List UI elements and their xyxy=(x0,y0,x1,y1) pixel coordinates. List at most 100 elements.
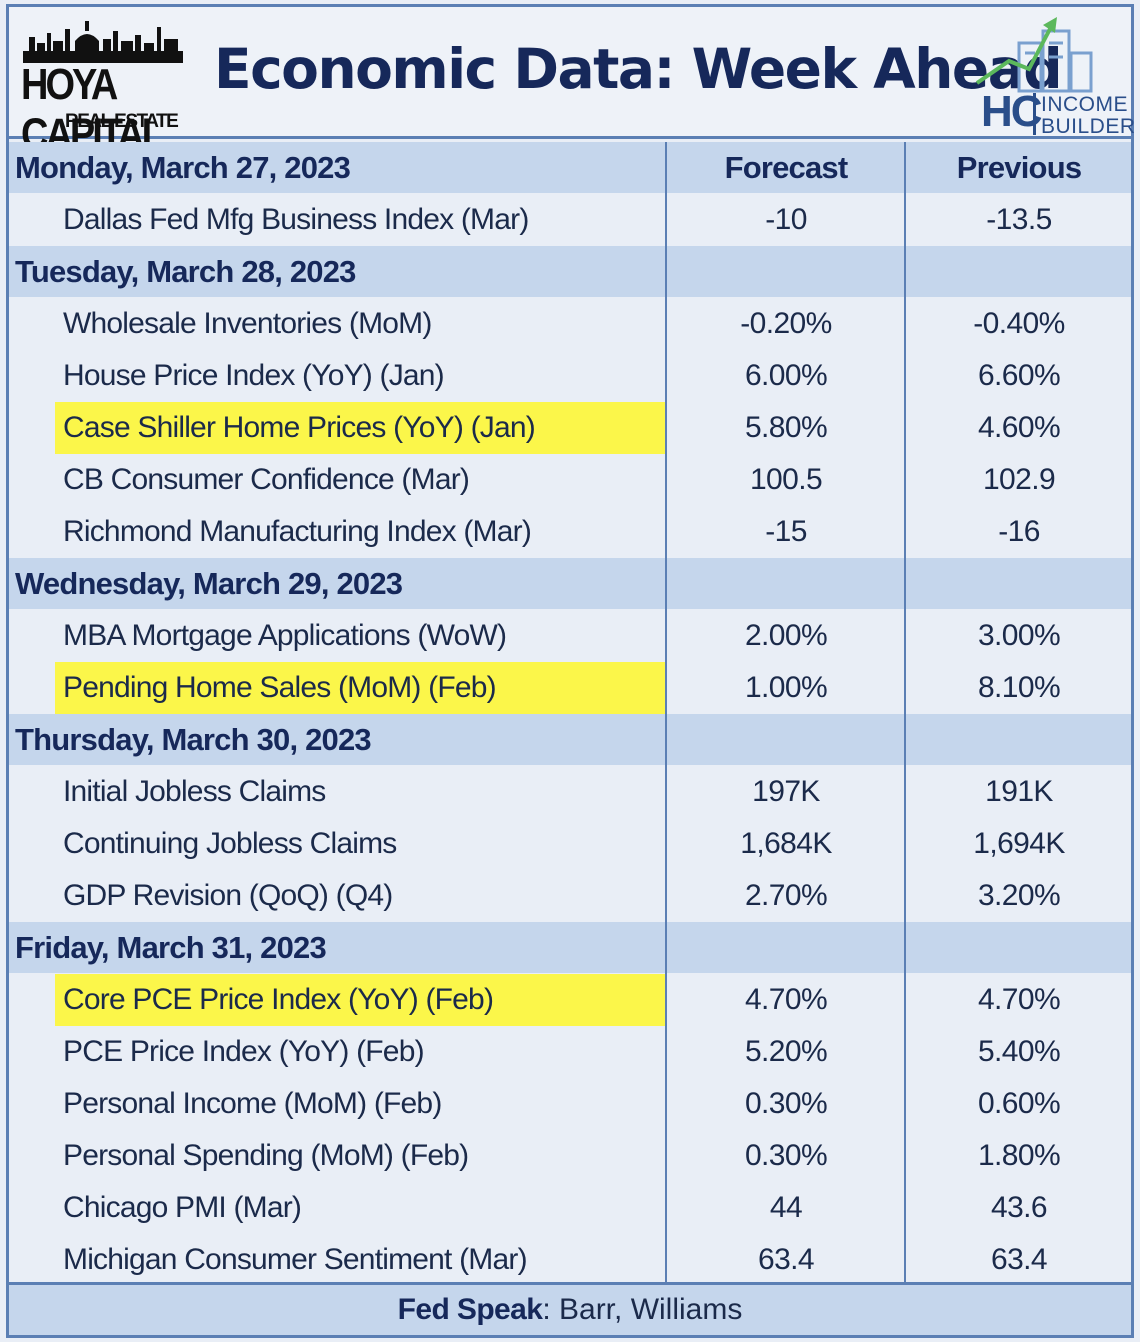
column-divider xyxy=(665,142,667,1282)
indicator-name: Initial Jobless Claims xyxy=(63,775,326,808)
day-header-row: Wednesday, March 29, 2023 xyxy=(9,558,1131,610)
indicator-name-cell: Core PCE Price Index (YoY) (Feb) xyxy=(9,974,665,1026)
previous-column-header xyxy=(907,246,1131,298)
page-title: Economic Data: Week Ahead xyxy=(214,37,1063,101)
previous-value: 8.10% xyxy=(977,671,1061,704)
table-row: Dallas Fed Mfg Business Index (Mar) -10 -1… xyxy=(9,194,1131,246)
indicator-name: GDP Revision (QoQ) (Q4) xyxy=(63,879,393,912)
hc-divider xyxy=(1033,93,1036,135)
forecast-value: 5.80% xyxy=(744,411,828,444)
table-row: Initial Jobless Claims 197K 191K xyxy=(9,766,1131,818)
previous-value: 5.40% xyxy=(977,1035,1061,1068)
forecast-value: 0.30% xyxy=(744,1139,828,1172)
forecast-value: 63.4 xyxy=(758,1243,815,1276)
forecast-value: 100.5 xyxy=(749,463,823,496)
indicator-name: MBA Mortgage Applications (WoW) xyxy=(63,619,507,652)
indicator-name: Richmond Manufacturing Index (Mar) xyxy=(63,515,532,548)
indicator-name-cell: Wholesale Inventories (MoM) xyxy=(9,298,665,350)
previous-value: 4.70% xyxy=(977,983,1061,1016)
indicator-name: Michigan Consumer Sentiment (Mar) xyxy=(63,1243,528,1276)
day-label: Friday, March 31, 2023 xyxy=(15,930,327,965)
day-header-row: Monday, March 27, 2023 Forecast Previous xyxy=(9,142,1131,194)
forecast-column-header xyxy=(668,558,904,610)
day-header-row: Friday, March 31, 2023 xyxy=(9,922,1131,974)
hoya-capital-logo: HOYA CAPITAL REAL ESTATE xyxy=(19,15,184,159)
previous-value: 102.9 xyxy=(982,463,1056,496)
hc-builder-label: BUILDER xyxy=(1041,115,1136,138)
indicator-name-cell: Richmond Manufacturing Index (Mar) xyxy=(9,506,665,558)
indicator-name: Personal Spending (MoM) (Feb) xyxy=(63,1139,469,1172)
indicator-name: Pending Home Sales (MoM) (Feb) xyxy=(55,662,665,714)
table-row: Wholesale Inventories (MoM) -0.20% -0.40% xyxy=(9,298,1131,350)
previous-value: 191K xyxy=(985,775,1053,808)
table-row: House Price Index (YoY) (Jan) 6.00% 6.60% xyxy=(9,350,1131,402)
forecast-value: 2.00% xyxy=(744,619,828,652)
forecast-column-header xyxy=(668,246,904,298)
forecast-value: 0.30% xyxy=(744,1087,828,1120)
fed-speak-speakers: : Barr, Williams xyxy=(542,1293,743,1326)
indicator-name: Personal Income (MoM) (Feb) xyxy=(63,1087,442,1120)
forecast-value: 44 xyxy=(769,1191,803,1224)
previous-value: 63.4 xyxy=(991,1243,1048,1276)
indicator-name-cell: CB Consumer Confidence (Mar) xyxy=(9,454,665,506)
indicator-name: Dallas Fed Mfg Business Index (Mar) xyxy=(63,203,529,236)
indicator-name-cell: Personal Spending (MoM) (Feb) xyxy=(9,1130,665,1182)
table-row: Pending Home Sales (MoM) (Feb) 1.00% 8.10% xyxy=(9,662,1131,714)
indicator-name-cell: Personal Income (MoM) (Feb) xyxy=(9,1078,665,1130)
table-row: Richmond Manufacturing Index (Mar) -15 -16 xyxy=(9,506,1131,558)
previous-column-header: Previous xyxy=(956,150,1082,185)
previous-value: 6.60% xyxy=(977,359,1061,392)
previous-value: 1,694K xyxy=(973,827,1065,860)
forecast-value: 197K xyxy=(752,775,820,808)
indicator-name-cell: MBA Mortgage Applications (WoW) xyxy=(9,610,665,662)
previous-column-header xyxy=(907,922,1131,974)
previous-value: 1.80% xyxy=(977,1139,1061,1172)
previous-column-header xyxy=(907,714,1131,766)
day-header-row: Tuesday, March 28, 2023 xyxy=(9,246,1131,298)
hc-income-builder-logo: HC INCOME BUILDER xyxy=(969,13,1135,138)
table-row: Chicago PMI (Mar) 44 43.6 xyxy=(9,1182,1131,1234)
previous-value: 4.60% xyxy=(977,411,1061,444)
indicator-name: Continuing Jobless Claims xyxy=(63,827,397,860)
table-row: Personal Income (MoM) (Feb) 0.30% 0.60% xyxy=(9,1078,1131,1130)
indicator-name-cell: Chicago PMI (Mar) xyxy=(9,1182,665,1234)
indicator-name: PCE Price Index (YoY) (Feb) xyxy=(63,1035,425,1068)
indicator-name-cell: Dallas Fed Mfg Business Index (Mar) xyxy=(9,194,665,246)
forecast-value: 4.70% xyxy=(744,983,828,1016)
indicator-name-cell: Pending Home Sales (MoM) (Feb) xyxy=(9,662,665,714)
forecast-column-header: Forecast xyxy=(724,150,849,185)
table-row: MBA Mortgage Applications (WoW) 2.00% 3.00… xyxy=(9,610,1131,662)
hoya-capital-subtitle: REAL ESTATE xyxy=(65,111,179,132)
indicator-name: House Price Index (YoY) (Jan) xyxy=(63,359,445,392)
table-row: GDP Revision (QoQ) (Q4) 2.70% 3.20% xyxy=(9,870,1131,922)
indicator-name-cell: PCE Price Index (YoY) (Feb) xyxy=(9,1026,665,1078)
previous-value: -0.40% xyxy=(973,307,1065,340)
table-row: CB Consumer Confidence (Mar) 100.5 102.9 xyxy=(9,454,1131,506)
header: HOYA CAPITAL REAL ESTATE Economic Data: … xyxy=(9,7,1135,159)
forecast-value: -0.20% xyxy=(740,307,832,340)
day-label: Wednesday, March 29, 2023 xyxy=(15,566,403,601)
previous-value: -16 xyxy=(998,515,1040,548)
hc-mark: HC xyxy=(981,87,1043,136)
fed-speak-footer: Fed Speak: Barr, Williams xyxy=(9,1282,1131,1335)
previous-value: 3.00% xyxy=(977,619,1061,652)
day-label: Tuesday, March 28, 2023 xyxy=(15,254,356,289)
table-row: Case Shiller Home Prices (YoY) (Jan) 5.80… xyxy=(9,402,1131,454)
indicator-name-cell: Michigan Consumer Sentiment (Mar) xyxy=(9,1234,665,1286)
previous-value: 0.60% xyxy=(977,1087,1061,1120)
indicator-name: Chicago PMI (Mar) xyxy=(63,1191,302,1224)
forecast-value: 6.00% xyxy=(744,359,828,392)
indicator-name-cell: GDP Revision (QoQ) (Q4) xyxy=(9,870,665,922)
indicator-name-cell: Continuing Jobless Claims xyxy=(9,818,665,870)
hc-income-label: INCOME xyxy=(1041,93,1128,116)
indicator-name-cell: Initial Jobless Claims xyxy=(9,766,665,818)
forecast-value: 1,684K xyxy=(740,827,832,860)
indicator-name-cell: Case Shiller Home Prices (YoY) (Jan) xyxy=(9,402,665,454)
forecast-value: -10 xyxy=(765,203,807,236)
forecast-value: 5.20% xyxy=(744,1035,828,1068)
previous-column-header xyxy=(907,558,1131,610)
building-chart-icon xyxy=(975,17,1093,93)
forecast-value: 2.70% xyxy=(744,879,828,912)
column-divider xyxy=(904,142,906,1282)
forecast-value: -15 xyxy=(765,515,807,548)
